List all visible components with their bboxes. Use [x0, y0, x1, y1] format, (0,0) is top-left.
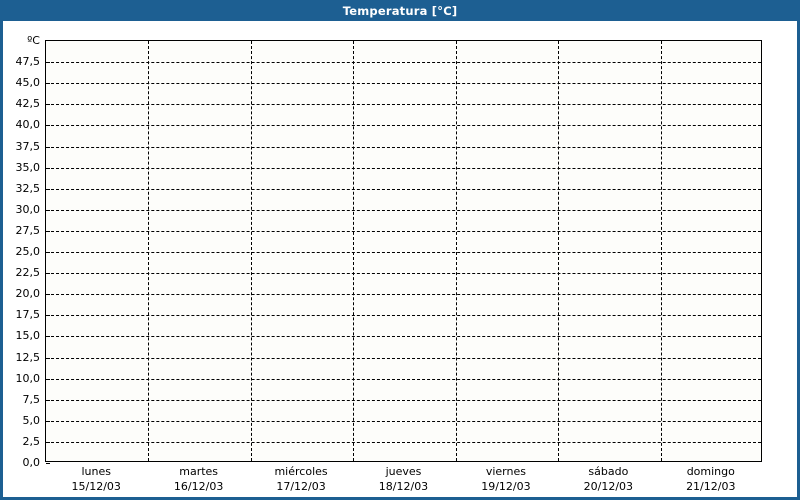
horizontal-gridline	[46, 378, 761, 380]
window-titlebar: Temperatura [°C]	[0, 0, 800, 21]
y-axis-tick-mark	[46, 336, 50, 338]
y-axis-tick-mark	[46, 62, 50, 64]
y-axis-tick-label: 30,0	[15, 202, 41, 216]
horizontal-gridline	[46, 62, 761, 64]
y-axis-tick-mark	[46, 315, 50, 317]
vertical-gridline	[353, 41, 355, 461]
horizontal-gridline	[46, 441, 761, 443]
x-axis-day-name: miércoles	[274, 465, 328, 478]
x-axis-day-date: 16/12/03	[173, 480, 224, 493]
x-axis-day-date: 18/12/03	[378, 480, 429, 493]
vertical-gridline	[660, 41, 662, 461]
y-axis-unit-label: ºC	[27, 34, 40, 47]
x-axis-day-date: 15/12/03	[71, 480, 121, 493]
y-axis-labels: 47,5 45,0 42,5 40,0 37,5 35,0 32,5 30,0 27,5 25,0…	[3, 40, 45, 468]
horizontal-gridline	[46, 420, 761, 422]
y-axis-tick-label: 45,0	[15, 76, 41, 90]
y-axis-tick-mark	[46, 273, 50, 275]
y-axis-tick-mark	[46, 83, 50, 85]
x-axis-tick-label: viernes 19/12/03	[455, 464, 557, 494]
temperature-chart: ºC 47,5 45,0 42,5 40,0 37,5 35,0 32,5 30,0 27,5 2…	[3, 21, 797, 497]
y-axis-tick-mark	[46, 167, 50, 169]
window-title: Temperatura [°C]	[342, 3, 458, 18]
vertical-gridline	[148, 41, 150, 461]
y-axis-tick-mark	[46, 357, 50, 359]
vertical-gridline	[250, 41, 252, 461]
y-axis-tick-mark	[46, 378, 50, 380]
x-axis-day-date: 17/12/03	[276, 480, 326, 493]
y-axis-tick-label: 17,5	[15, 308, 41, 322]
y-axis-tick-label: 47,5	[15, 55, 41, 69]
horizontal-gridline	[46, 399, 761, 401]
x-axis-day-name: sábado	[588, 465, 629, 478]
x-axis-day-date: 20/12/03	[583, 480, 634, 493]
y-axis-tick-label: 32,5	[15, 181, 41, 195]
y-axis-tick-label: 10,0	[15, 371, 41, 385]
horizontal-gridline	[46, 315, 761, 317]
horizontal-gridline	[46, 230, 761, 232]
window-client-area: ºC 47,5 45,0 42,5 40,0 37,5 35,0 32,5 30,0 27,5 2…	[0, 21, 800, 500]
horizontal-gridline	[46, 167, 761, 169]
x-axis-day-name: viernes	[485, 465, 526, 478]
y-axis-tick-mark	[46, 104, 50, 106]
x-axis-tick-label: lunes 15/12/03	[45, 464, 147, 494]
y-axis-tick-label: 25,0	[15, 245, 41, 258]
horizontal-gridline	[46, 209, 761, 211]
x-axis-tick-label: miércoles 17/12/03	[250, 464, 352, 494]
horizontal-gridline	[46, 125, 761, 127]
y-axis-tick-label: 5,0	[22, 413, 41, 427]
y-axis-tick-mark	[46, 188, 50, 190]
y-axis-tick-mark	[46, 294, 50, 296]
y-axis-tick-label: 42,5	[15, 97, 41, 111]
y-axis-tick-mark	[46, 441, 50, 443]
vertical-gridline	[558, 41, 560, 461]
y-axis-tick-label: 35,0	[15, 160, 41, 174]
y-axis-tick-mark	[46, 420, 50, 422]
vertical-gridline	[455, 41, 457, 461]
horizontal-gridline	[46, 188, 761, 190]
x-axis-day-date: 19/12/03	[481, 480, 531, 493]
x-axis-tick-label: domingo 21/12/03	[660, 464, 762, 494]
horizontal-gridline	[46, 294, 761, 296]
y-axis-tick-mark	[46, 230, 50, 232]
horizontal-gridline	[46, 273, 761, 275]
y-axis-tick-mark	[46, 252, 50, 253]
y-axis-tick-label: 22,5	[15, 266, 41, 280]
y-axis-tick-label: 27,5	[15, 223, 41, 237]
y-axis-tick-label: 0,0	[22, 456, 41, 469]
y-axis-tick-label: 37,5	[15, 139, 41, 153]
x-axis-day-name: jueves	[385, 465, 422, 478]
x-axis-day-date: 21/12/03	[686, 480, 736, 493]
y-axis-tick-mark	[46, 125, 50, 127]
horizontal-gridline	[46, 146, 761, 148]
horizontal-gridline	[46, 83, 761, 85]
y-axis-tick-label: 7,5	[22, 392, 41, 406]
y-axis-tick-mark	[46, 146, 50, 148]
y-axis-tick-mark	[46, 399, 50, 401]
x-axis-tick-label: sábado 20/12/03	[557, 464, 659, 494]
y-axis-tick-label: 15,0	[15, 329, 41, 343]
y-axis-tick-label: 40,0	[15, 118, 41, 132]
plot-area	[45, 40, 762, 464]
x-axis-tick-label: martes 16/12/03	[147, 464, 249, 494]
x-axis-day-name: martes	[179, 465, 219, 478]
horizontal-gridline	[46, 357, 761, 359]
x-axis-tick-label: jueves 18/12/03	[352, 464, 454, 494]
x-axis-day-name: lunes	[81, 465, 111, 478]
x-axis-labels: lunes 15/12/03 martes 16/12/03 miércoles 17/1…	[45, 464, 762, 498]
y-axis-tick-mark	[46, 463, 50, 464]
y-axis-tick-label: 20,0	[15, 287, 41, 301]
y-axis-tick-label: 12,5	[15, 350, 41, 364]
horizontal-gridline	[46, 336, 761, 338]
horizontal-gridline	[46, 104, 761, 106]
x-axis-day-name: domingo	[686, 465, 735, 478]
y-axis-tick-label: 2,5	[22, 434, 41, 448]
y-axis-tick-mark	[46, 209, 50, 211]
horizontal-gridline	[46, 252, 761, 253]
